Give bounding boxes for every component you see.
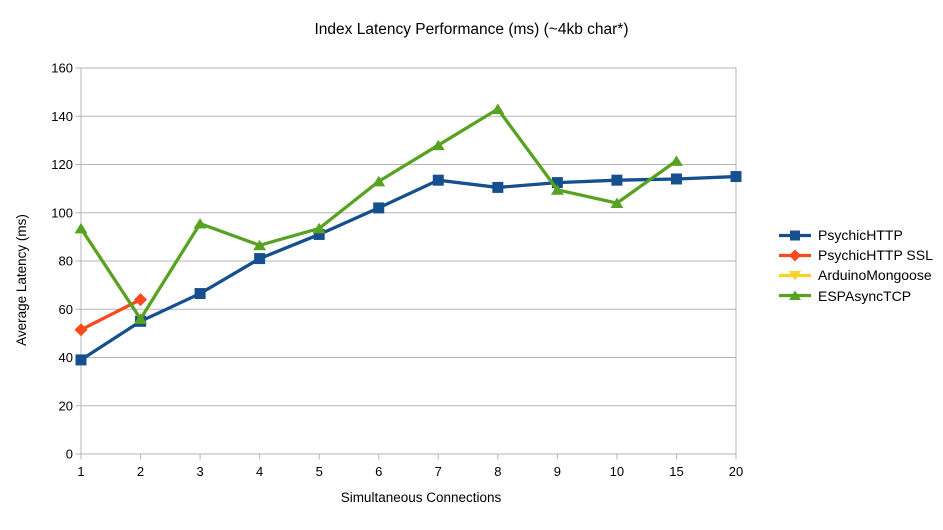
x-tick-label-8: 8 — [494, 464, 501, 479]
legend-swatch-triangle-up-icon — [779, 290, 811, 301]
marker-espasynctcp-4 — [253, 239, 267, 251]
marker-espasynctcp-5 — [312, 222, 326, 234]
marker-psychichttp-ssl-2 — [134, 293, 148, 307]
marker-psychichttp-20 — [730, 171, 742, 183]
y-tick-label-40: 40 — [59, 350, 73, 365]
triangle-down-marker-icon — [789, 270, 801, 281]
marker-espasynctcp-15 — [669, 155, 683, 166]
x-tick-label-3: 3 — [196, 464, 203, 479]
marker-psychichttp-7 — [432, 174, 444, 186]
series-line-espasynctcp — [79, 106, 678, 322]
y-tick-label-140: 140 — [51, 109, 73, 124]
marker-psychichttp-ssl-1 — [74, 323, 88, 337]
marker-psychichttp-10 — [611, 174, 623, 186]
y-tick-label-60: 60 — [59, 302, 73, 317]
y-tick-label-0: 0 — [66, 447, 73, 462]
x-tick-label-4: 4 — [256, 464, 263, 479]
x-tick-label-15: 15 — [669, 464, 683, 479]
x-tick-label-10: 10 — [610, 464, 624, 479]
x-tick-label-2: 2 — [137, 464, 144, 479]
marker-psychichttp-6 — [373, 202, 385, 214]
legend-swatch-diamond-icon — [779, 249, 811, 262]
marker-psychichttp-3 — [194, 288, 206, 300]
marker-espasynctcp-9 — [550, 184, 564, 195]
marker-psychichttp-9 — [551, 177, 563, 189]
legend-item-espasynctcp: ESPAsyncTCP — [779, 286, 933, 306]
y-tick-label-80: 80 — [59, 254, 73, 269]
x-tick-label-9: 9 — [554, 464, 561, 479]
legend-item-psychichttp: PsychicHTTP — [779, 225, 933, 245]
y-tick-label-20: 20 — [59, 398, 73, 413]
marker-espasynctcp-6 — [372, 175, 386, 187]
marker-psychichttp-8 — [492, 181, 504, 193]
legend-swatch-triangle-down-icon — [779, 270, 811, 281]
x-tick-label-7: 7 — [435, 464, 442, 479]
y-tick-label-120: 120 — [51, 157, 73, 172]
triangle-up-marker-icon — [789, 290, 801, 301]
x-tick-label-1: 1 — [77, 464, 84, 479]
legend-label: ESPAsyncTCP — [818, 287, 912, 304]
legend: PsychicHTTP PsychicHTTP SSL ArduinoMongoos… — [779, 225, 933, 306]
y-axis-title: Average Latency (ms) — [14, 214, 29, 346]
marker-espasynctcp-2 — [134, 313, 148, 324]
square-marker-icon — [790, 230, 800, 241]
marker-psychichttp-5 — [313, 228, 325, 240]
marker-psychichttp-1 — [75, 354, 87, 366]
y-tick-label-100: 100 — [51, 205, 73, 220]
marker-espasynctcp-8 — [491, 103, 505, 114]
legend-label: ArduinoMongoose — [818, 267, 932, 284]
diamond-marker-icon — [789, 249, 801, 262]
legend-label: PsychicHTTP — [818, 227, 903, 244]
legend-item-arduinomongoose: ArduinoMongoose — [779, 265, 933, 285]
x-axis-title: Simultaneous Connections — [340, 490, 502, 505]
x-tick-label-20: 20 — [729, 464, 743, 479]
legend-swatch-square-icon — [779, 230, 811, 241]
marker-espasynctcp-3 — [193, 218, 207, 229]
x-tick-label-5: 5 — [316, 464, 323, 479]
series-line-psychichttp — [80, 174, 737, 362]
marker-espasynctcp-1 — [74, 222, 88, 234]
marker-espasynctcp-10 — [610, 197, 624, 209]
legend-label: PsychicHTTP SSL — [818, 247, 933, 264]
y-tick-label-160: 160 — [51, 61, 73, 76]
marker-psychichttp-4 — [254, 253, 266, 265]
x-tick-label-6: 6 — [375, 464, 382, 479]
chart-title: Index Latency Performance (ms) (~4kb cha… — [314, 21, 629, 38]
marker-psychichttp-15 — [670, 173, 682, 185]
legend-item-psychichttp-ssl: PsychicHTTP SSL — [779, 245, 933, 265]
marker-espasynctcp-7 — [431, 139, 445, 151]
